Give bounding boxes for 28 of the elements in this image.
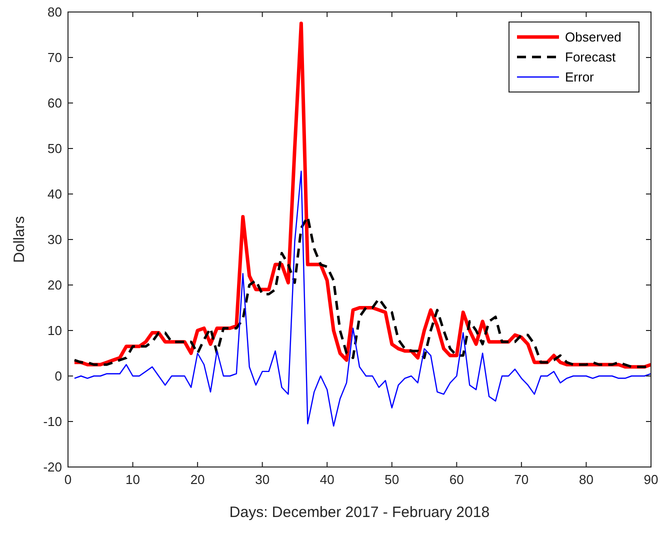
x-tick-label: 40 <box>320 472 334 487</box>
x-tick-label: 90 <box>644 472 658 487</box>
y-tick-label: 80 <box>48 4 62 20</box>
legend-label: Forecast <box>565 50 616 64</box>
x-tick-label: 60 <box>449 472 464 487</box>
y-tick-label: 0 <box>54 368 62 384</box>
x-tick-label: 80 <box>578 472 594 487</box>
x-tick-label: 70 <box>514 472 529 487</box>
line-series <box>72 22 653 369</box>
x-tick-label: 10 <box>126 472 140 487</box>
y-tick-label: 40 <box>48 186 62 202</box>
y-tick-label: 10 <box>48 323 62 338</box>
legend-label: Observed <box>565 30 622 44</box>
x-tick-label: 20 <box>190 472 205 487</box>
x-axis-title: Days: December 2017 - February 2018 <box>229 504 490 521</box>
y-tick-label: 50 <box>48 141 62 156</box>
x-tick-label: 50 <box>384 472 400 487</box>
y-tick-label: -20 <box>43 460 62 474</box>
y-tick-label: 60 <box>48 96 62 110</box>
y-tick-label: 20 <box>48 278 62 292</box>
x-tick-label: 30 <box>255 472 270 487</box>
y-axis-title: Dollars <box>11 216 28 263</box>
line-series <box>74 170 652 427</box>
x-tick-label: 0 <box>64 472 72 487</box>
y-tick-label: -10 <box>43 414 62 429</box>
y-tick-label: 30 <box>48 232 62 247</box>
y-tick-label: 70 <box>48 50 62 65</box>
legend-label: Error <box>565 70 595 84</box>
